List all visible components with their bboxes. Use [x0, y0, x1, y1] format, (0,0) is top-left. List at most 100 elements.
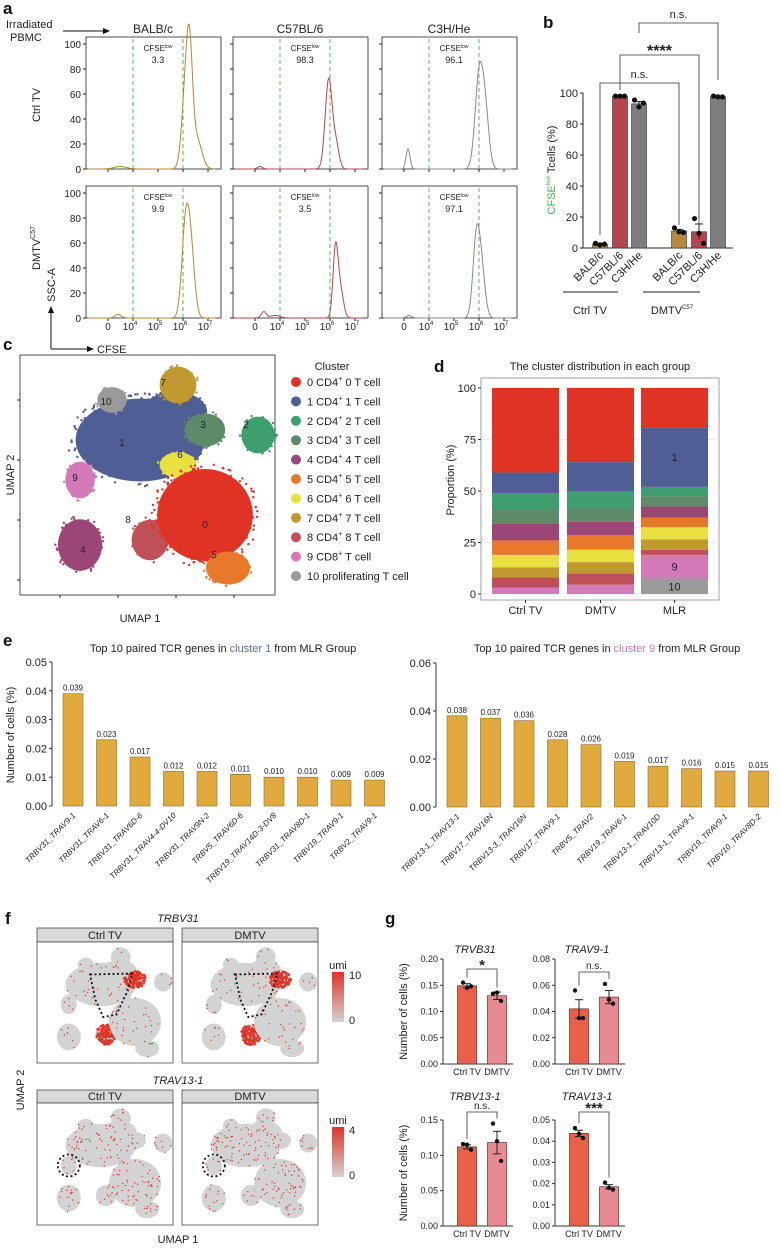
cell-point — [182, 466, 186, 469]
legend-label-text: 5 CD4 — [307, 474, 338, 486]
data-label: 0.017 — [130, 747, 151, 756]
expressing-cell — [230, 1136, 232, 1138]
title-text: Top 10 paired TCR genes in — [474, 643, 614, 655]
expressing-cell — [244, 1041, 247, 1044]
segment-cluster-4 — [492, 523, 559, 541]
cell-point — [261, 451, 264, 455]
expressing-cell — [274, 992, 276, 994]
expressing-cell — [286, 1206, 288, 1208]
cell-point — [222, 528, 225, 531]
expressing-cell — [292, 1038, 294, 1041]
cell-point — [257, 420, 261, 423]
cell-point — [84, 477, 87, 481]
expressing-cell — [274, 1163, 277, 1166]
legend-item: 2 CD4+ 2 T cell — [291, 415, 380, 428]
cell-point — [99, 392, 103, 395]
expressing-cell — [113, 1168, 115, 1171]
cell-point — [193, 467, 196, 471]
facet-label: Ctrl TV — [88, 930, 123, 942]
expressing-cell — [227, 1124, 229, 1126]
cell-point — [216, 436, 219, 439]
expressing-cell — [108, 1035, 111, 1038]
expressing-cell — [109, 1194, 112, 1197]
cell-point — [178, 398, 181, 401]
cell-point — [81, 530, 85, 533]
expressing-cell — [271, 1181, 273, 1183]
cell-point — [79, 481, 82, 484]
cell-point — [146, 404, 149, 408]
expressing-cell — [278, 1036, 280, 1038]
cell-point — [190, 557, 194, 561]
expressing-cell — [217, 1193, 219, 1195]
expressing-cell — [113, 1139, 116, 1141]
data-point — [460, 1141, 466, 1147]
cell-point — [100, 475, 104, 479]
panel-label-e: e — [3, 631, 12, 650]
expressing-cell — [258, 1038, 261, 1041]
cell-point — [165, 516, 168, 520]
histogram-curve — [384, 60, 512, 170]
cell-point — [92, 565, 95, 568]
expressing-cell — [144, 976, 147, 979]
segment-cluster-6 — [641, 527, 708, 540]
expressing-cell — [133, 1202, 135, 1205]
expressing-cell — [250, 1029, 253, 1032]
cell-point — [102, 449, 106, 453]
cell-point — [176, 451, 179, 454]
data-point — [700, 240, 707, 246]
cell-point — [241, 535, 244, 538]
cell-point — [142, 422, 145, 425]
cell-point — [95, 475, 98, 478]
expressing-cell — [206, 1007, 208, 1010]
legend-item: 8 CD4+ 8 T cell — [291, 531, 380, 544]
expressing-cell — [262, 1164, 265, 1167]
cell-point — [184, 538, 187, 542]
cell-point — [162, 457, 165, 460]
cell-point — [83, 530, 86, 533]
gate-label: CFSElow — [291, 44, 320, 53]
cell-point — [167, 456, 170, 460]
data-label: 0.009 — [364, 770, 385, 779]
cell-point — [99, 445, 103, 448]
bar — [714, 770, 736, 808]
expressing-cell — [276, 974, 279, 977]
cell-point — [168, 442, 172, 446]
y-tick-label: 0.03 — [532, 1157, 550, 1167]
gate-label-sup: low — [461, 193, 469, 199]
expressing-cell — [78, 1148, 80, 1150]
cell-point — [117, 402, 120, 406]
cell-cloud — [280, 1200, 305, 1219]
cell-point — [212, 423, 215, 426]
expressing-cell — [225, 958, 228, 960]
expressing-cell — [213, 1011, 215, 1013]
expressing-cell — [282, 1192, 285, 1194]
expressing-cell — [275, 990, 278, 992]
cell-point — [104, 441, 107, 444]
cell-point — [158, 424, 161, 427]
y-tick-label: 80 — [70, 214, 82, 225]
cell-point — [107, 441, 110, 444]
expressing-cell — [67, 1186, 70, 1188]
cell-point — [134, 534, 137, 537]
cell-cloud — [222, 957, 239, 972]
expressing-cell — [206, 1004, 208, 1006]
data-label: 0.017 — [648, 756, 669, 765]
cell-point — [218, 569, 221, 572]
expressing-cell — [103, 1043, 106, 1046]
column-header: C57BL/6 — [277, 22, 324, 36]
expressing-cell — [84, 1149, 87, 1152]
umap-cluster-7 — [159, 364, 199, 406]
legend-label-sup: + — [338, 454, 342, 461]
expressing-cell — [91, 1123, 93, 1125]
expressing-cell — [273, 967, 275, 969]
data-point — [572, 1125, 578, 1131]
expressing-cell — [272, 975, 276, 978]
expressing-cell — [240, 1158, 243, 1161]
cell-point — [192, 547, 196, 550]
expressing-cell — [87, 991, 89, 994]
expressing-cell — [311, 1147, 313, 1150]
cell-point — [106, 472, 110, 475]
y-axis-label: Number of cells (%) — [5, 687, 17, 784]
legend-label-sup: + — [338, 473, 342, 480]
legend-label-text: 4 CD4 — [307, 455, 338, 467]
